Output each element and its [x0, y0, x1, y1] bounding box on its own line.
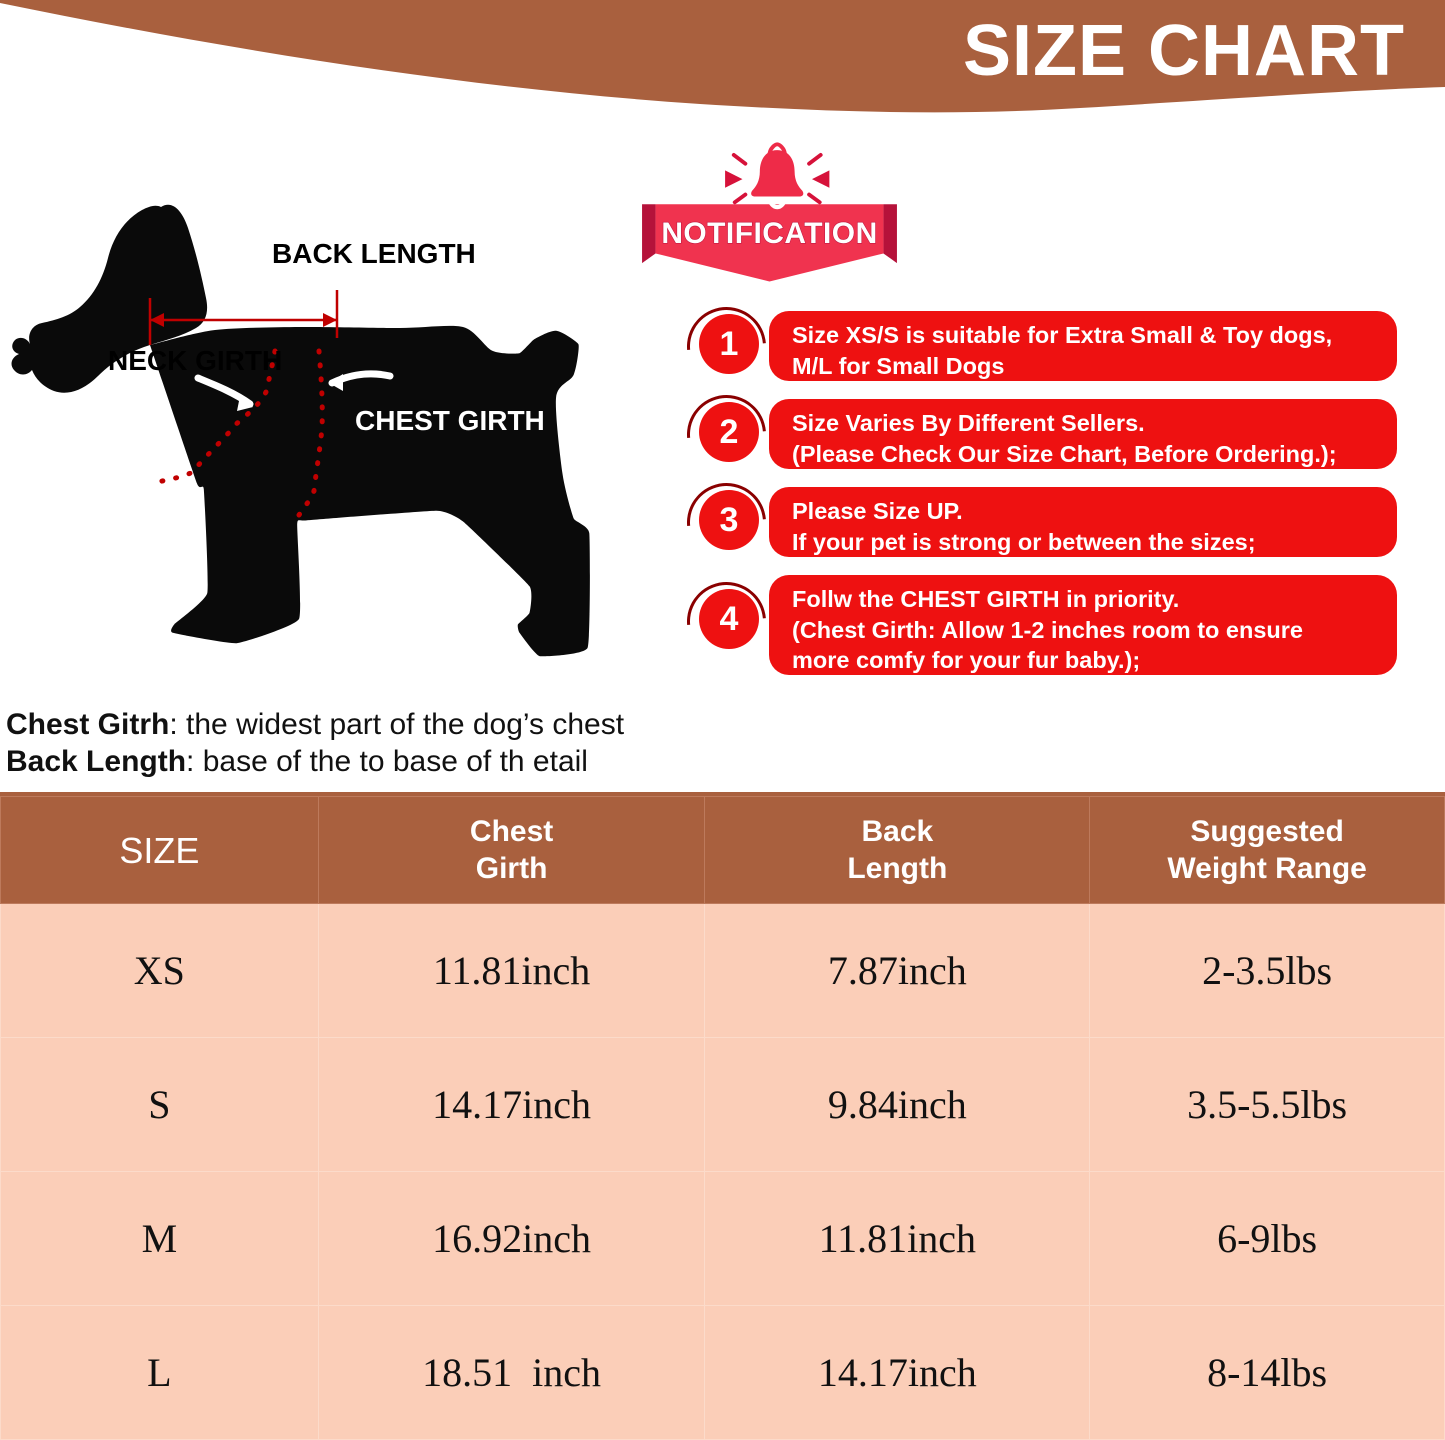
svg-text:NOTIFICATION: NOTIFICATION: [661, 217, 877, 250]
